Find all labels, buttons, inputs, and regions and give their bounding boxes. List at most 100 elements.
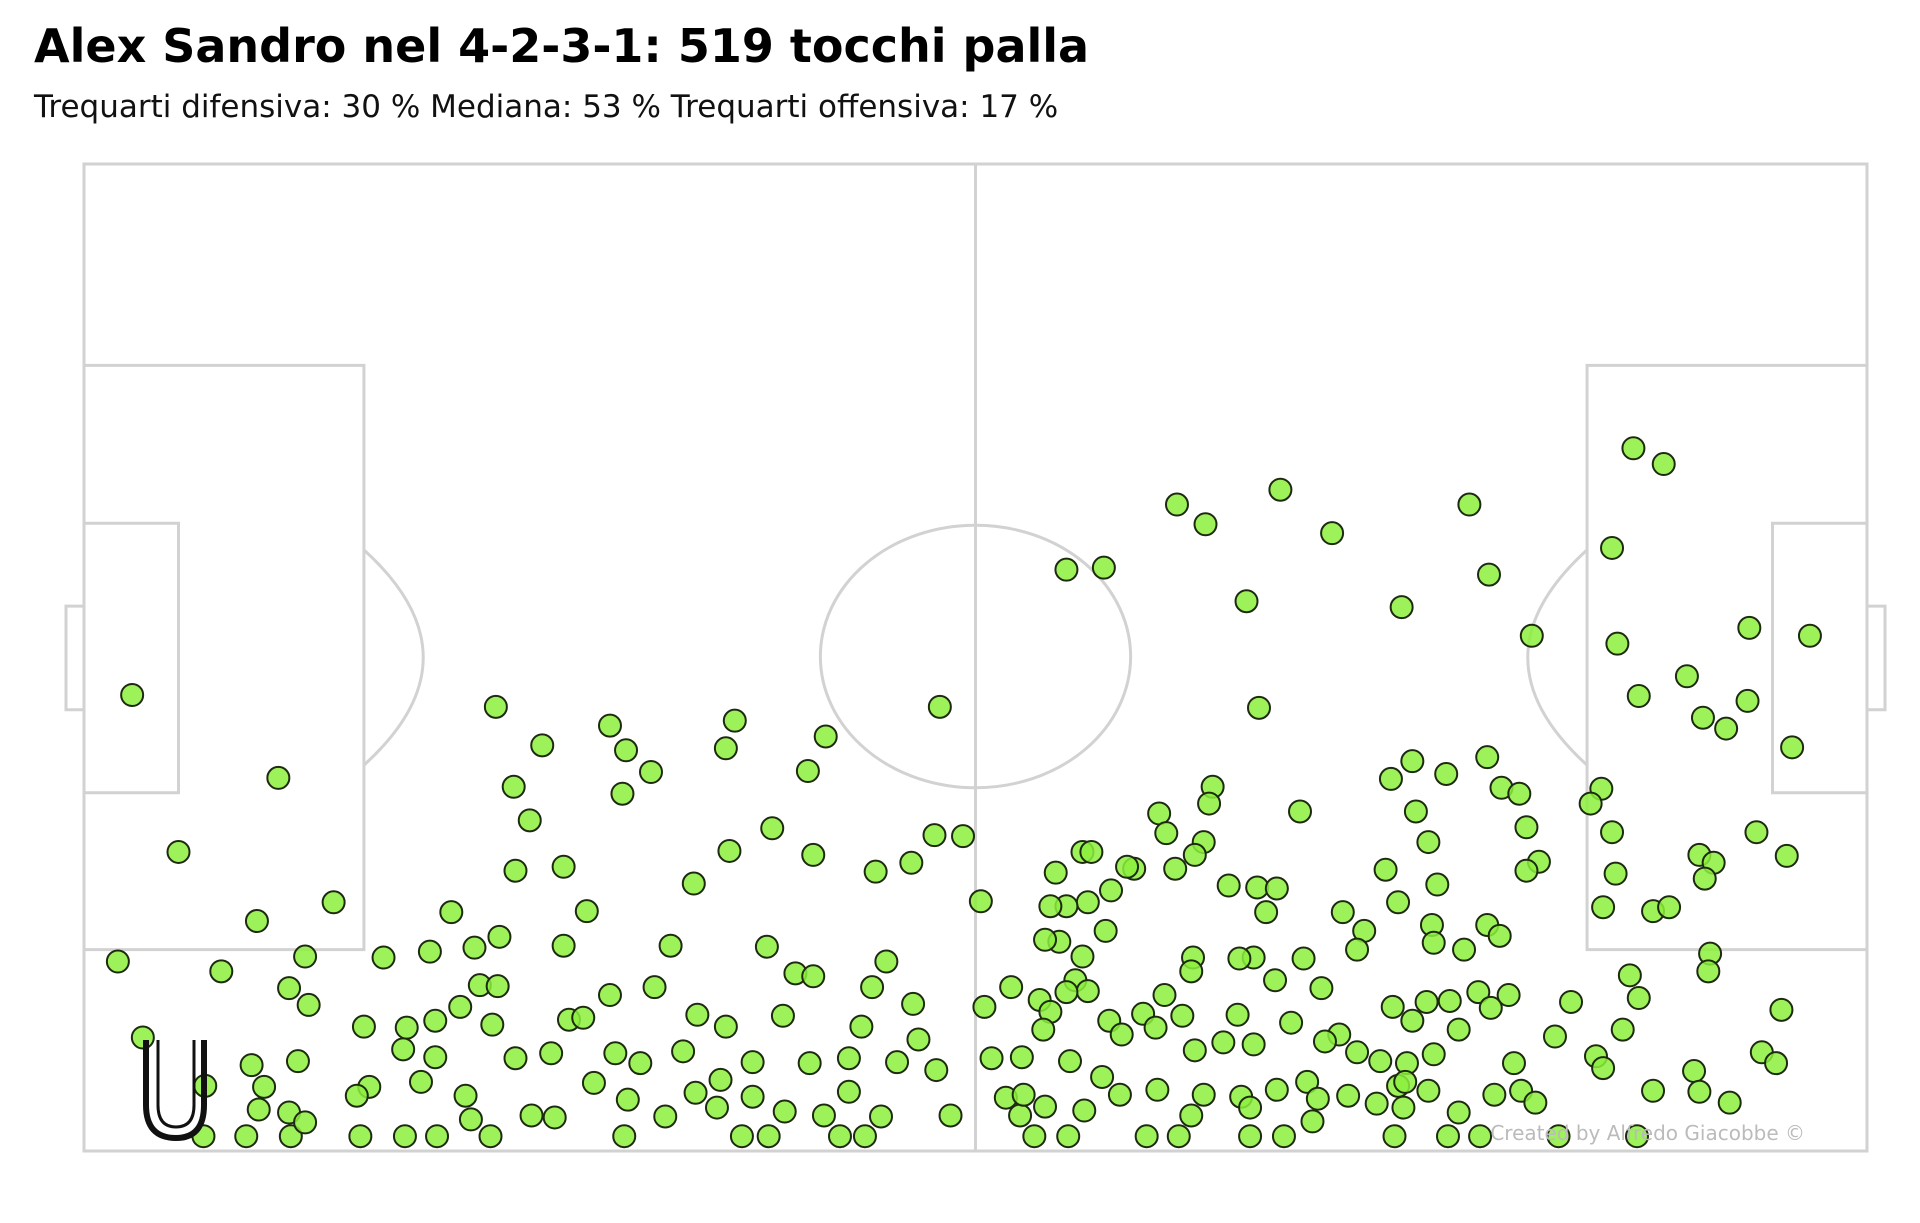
- touch: [1452, 937, 1477, 962]
- touch: [1295, 1069, 1320, 1094]
- touch: [425, 1124, 450, 1149]
- touch: [1264, 1077, 1289, 1102]
- touch: [1657, 895, 1682, 920]
- touch: [1179, 959, 1204, 984]
- touch: [1182, 842, 1207, 867]
- touch: [517, 808, 542, 833]
- touch: [860, 975, 885, 1000]
- touch: [1523, 1090, 1548, 1115]
- touch: [801, 964, 826, 989]
- touch: [1737, 615, 1762, 640]
- touch: [1309, 976, 1334, 1001]
- pitch-line: [64, 604, 84, 712]
- touch: [453, 1083, 478, 1108]
- touch: [1507, 781, 1532, 806]
- touch: [1038, 894, 1063, 919]
- touch: [1072, 1098, 1097, 1123]
- touch: [252, 1074, 277, 1099]
- touch: [581, 1070, 606, 1095]
- touch: [1164, 492, 1189, 517]
- touch: [1378, 766, 1403, 791]
- touch: [906, 1027, 931, 1052]
- touch: [927, 694, 952, 719]
- touch: [1054, 980, 1079, 1005]
- logo: [143, 1040, 207, 1142]
- touch: [1264, 876, 1289, 901]
- touch: [277, 976, 302, 1001]
- pitch-line: [1526, 548, 1589, 767]
- touch: [704, 1095, 729, 1120]
- touch: [1147, 801, 1172, 826]
- touch: [458, 1107, 483, 1132]
- touch: [671, 1039, 696, 1064]
- touch: [1115, 854, 1140, 879]
- touch: [1320, 521, 1345, 546]
- touch: [448, 994, 473, 1019]
- touch: [1797, 623, 1822, 648]
- touch: [1393, 1069, 1418, 1094]
- touch: [239, 1053, 264, 1078]
- touch: [1624, 1124, 1649, 1149]
- touch: [571, 1005, 596, 1030]
- touch: [1416, 830, 1441, 855]
- touch: [1008, 1103, 1033, 1128]
- touch: [1435, 1124, 1460, 1149]
- touch: [729, 1124, 754, 1149]
- touch: [1434, 761, 1459, 786]
- touch: [836, 1046, 861, 1071]
- touch: [1191, 1082, 1216, 1107]
- touch: [1769, 997, 1794, 1022]
- touch: [503, 858, 528, 883]
- touch: [614, 738, 639, 763]
- touch: [1717, 1090, 1742, 1115]
- touch: [1143, 1015, 1168, 1040]
- touch: [922, 823, 947, 848]
- touch: [1482, 1082, 1507, 1107]
- touch: [610, 781, 635, 806]
- touch: [483, 694, 508, 719]
- touch: [1696, 959, 1721, 984]
- touch: [1466, 980, 1491, 1005]
- pitch-line: [84, 363, 366, 952]
- touch: [293, 1110, 318, 1135]
- touch: [938, 1103, 963, 1128]
- pitch: [64, 162, 1887, 1153]
- touch: [1744, 820, 1769, 845]
- touch: [321, 890, 346, 915]
- touch: [1373, 857, 1398, 882]
- touch: [1421, 930, 1446, 955]
- touch: [1031, 1017, 1056, 1042]
- touch: [1475, 745, 1500, 770]
- touch: [1336, 1083, 1361, 1108]
- touch: [1425, 872, 1450, 897]
- touch: [827, 1124, 852, 1149]
- touch: [1380, 994, 1405, 1019]
- touch: [1389, 595, 1414, 620]
- touch: [836, 1079, 861, 1104]
- touch: [1690, 705, 1715, 730]
- touch: [1519, 623, 1544, 648]
- touch: [1391, 1095, 1416, 1120]
- touch: [296, 992, 321, 1017]
- touch: [391, 1037, 416, 1062]
- touch: [344, 1083, 369, 1108]
- touch: [1170, 1003, 1195, 1028]
- touch: [1241, 1032, 1266, 1057]
- touch: [351, 1014, 376, 1039]
- touch: [246, 1097, 271, 1122]
- touch: [597, 713, 622, 738]
- touch: [849, 1014, 874, 1039]
- touch: [1345, 1040, 1370, 1065]
- touch: [713, 736, 738, 761]
- touch: [722, 708, 747, 733]
- touch: [754, 934, 779, 959]
- touch: [1107, 1082, 1132, 1107]
- touch: [653, 1104, 678, 1129]
- touch: [1414, 989, 1439, 1014]
- touch: [1057, 1049, 1082, 1074]
- touch: [1501, 1051, 1526, 1076]
- touch: [597, 983, 622, 1008]
- touch: [740, 1050, 765, 1075]
- touch: [1227, 946, 1252, 971]
- touch: [1603, 861, 1628, 886]
